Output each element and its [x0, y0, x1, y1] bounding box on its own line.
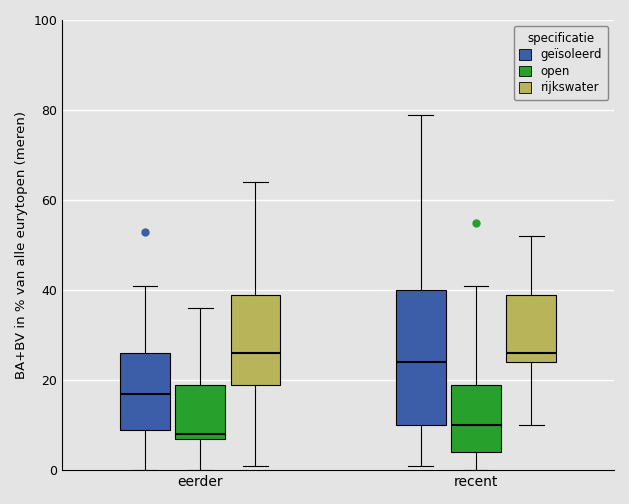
PathPatch shape: [120, 353, 170, 429]
Y-axis label: BA+BV in % van alle eurytopen (meren): BA+BV in % van alle eurytopen (meren): [15, 111, 28, 379]
Legend: geïsoleerd, open, rijkswater: geïsoleerd, open, rijkswater: [513, 26, 608, 100]
PathPatch shape: [175, 385, 225, 438]
PathPatch shape: [396, 290, 446, 425]
PathPatch shape: [451, 385, 501, 452]
PathPatch shape: [506, 294, 556, 362]
PathPatch shape: [231, 294, 280, 385]
